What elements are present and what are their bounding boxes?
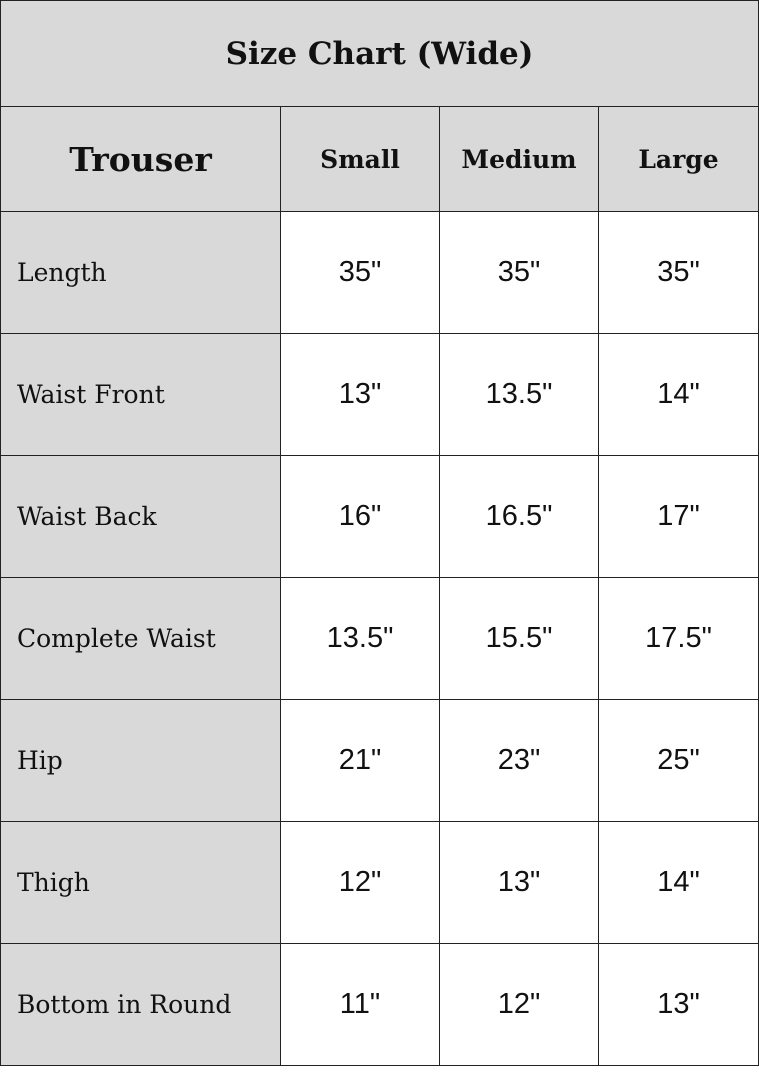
cell-small: 13.5" <box>280 577 440 700</box>
cell-small: 35" <box>280 211 440 334</box>
cell-medium: 12" <box>439 943 599 1066</box>
cell-medium: 13.5" <box>439 333 599 456</box>
table-row: Bottom in Round 11" 12" 13" <box>0 943 759 1066</box>
cell-medium: 15.5" <box>439 577 599 700</box>
cell-large: 17.5" <box>598 577 759 700</box>
row-label: Hip <box>0 699 281 822</box>
table-row: Waist Front 13" 13.5" 14" <box>0 333 759 456</box>
row-label: Waist Front <box>0 333 281 456</box>
cell-small: 13" <box>280 333 440 456</box>
cell-large: 13" <box>598 943 759 1066</box>
table-row: Length 35" 35" 35" <box>0 211 759 334</box>
cell-medium: 23" <box>439 699 599 822</box>
cell-small: 21" <box>280 699 440 822</box>
cell-medium: 35" <box>439 211 599 334</box>
cell-large: 17" <box>598 455 759 578</box>
row-label: Bottom in Round <box>0 943 281 1066</box>
cell-small: 16" <box>280 455 440 578</box>
header-trouser: Trouser <box>0 106 281 212</box>
header-small: Small <box>280 106 440 212</box>
header-large: Large <box>598 106 759 212</box>
cell-small: 11" <box>280 943 440 1066</box>
cell-large: 25" <box>598 699 759 822</box>
row-label: Thigh <box>0 821 281 944</box>
row-label: Length <box>0 211 281 334</box>
table-row: Complete Waist 13.5" 15.5" 17.5" <box>0 577 759 700</box>
cell-medium: 13" <box>439 821 599 944</box>
table-row: Hip 21" 23" 25" <box>0 699 759 822</box>
cell-small: 12" <box>280 821 440 944</box>
cell-large: 14" <box>598 333 759 456</box>
cell-large: 14" <box>598 821 759 944</box>
cell-medium: 16.5" <box>439 455 599 578</box>
header-medium: Medium <box>439 106 599 212</box>
cell-large: 35" <box>598 211 759 334</box>
header-row: Trouser Small Medium Large <box>0 106 759 212</box>
table-title: Size Chart (Wide) <box>0 0 759 107</box>
row-label: Waist Back <box>0 455 281 578</box>
table-row: Waist Back 16" 16.5" 17" <box>0 455 759 578</box>
row-label: Complete Waist <box>0 577 281 700</box>
table-row: Thigh 12" 13" 14" <box>0 821 759 944</box>
